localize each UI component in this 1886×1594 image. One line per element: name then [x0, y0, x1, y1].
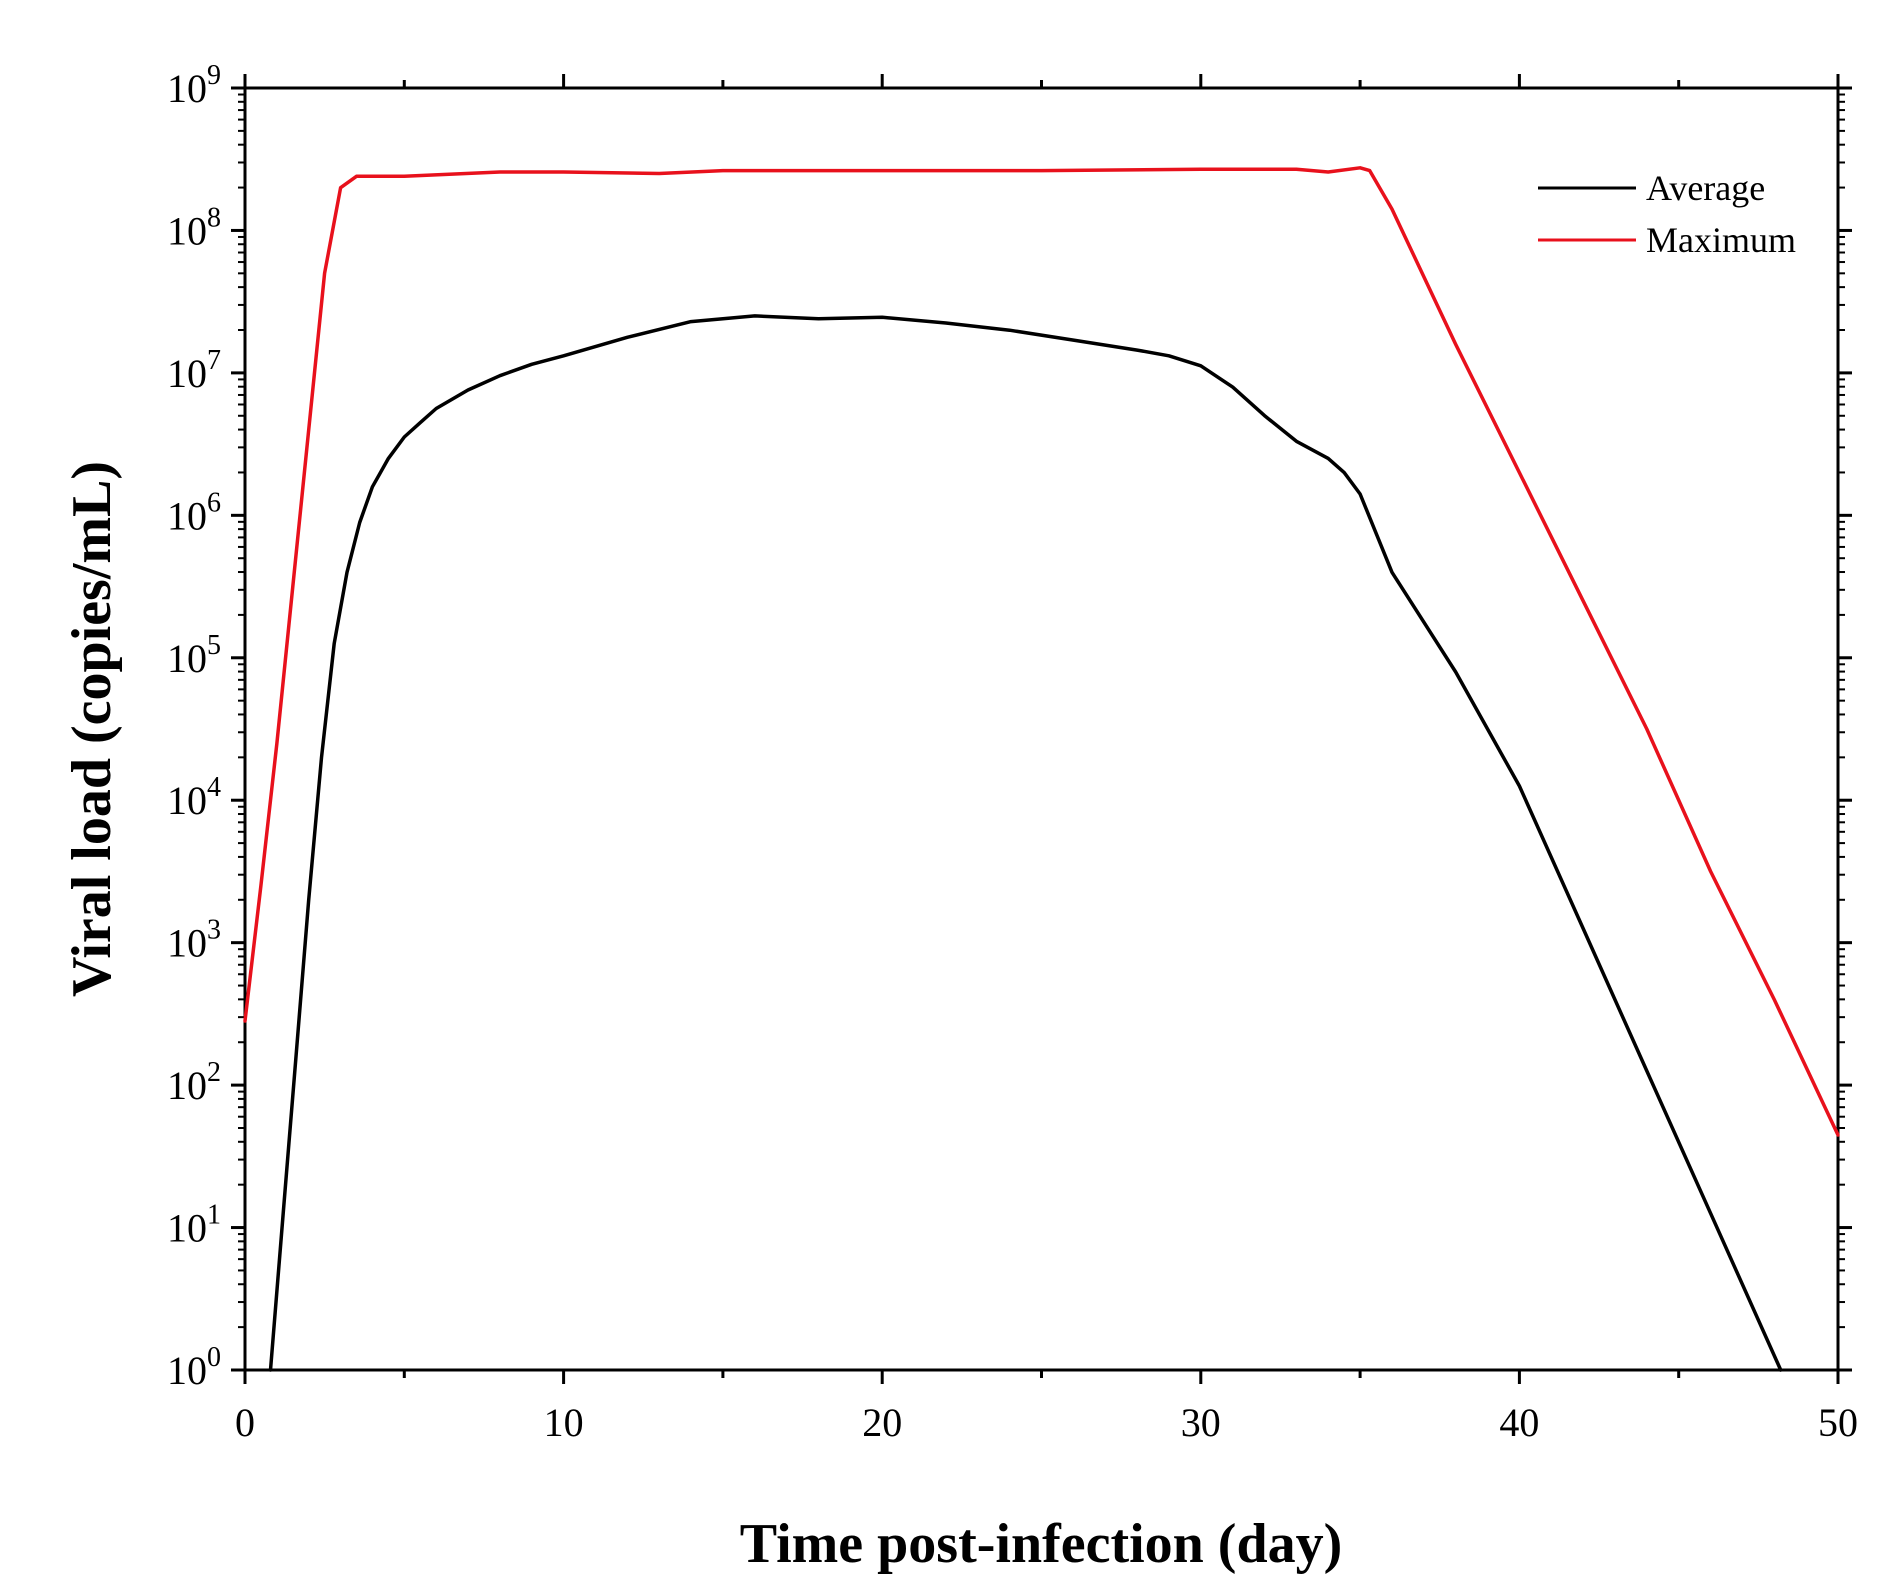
y-tick-base: 10: [167, 66, 207, 111]
y-tick-exponent: 9: [207, 60, 221, 91]
series-layer: [243, 166, 1840, 1372]
y-tick-exponent: 5: [207, 630, 221, 661]
y-tick-base: 10: [167, 1206, 207, 1251]
minor-ticks: [238, 80, 1845, 1378]
y-tick-base: 10: [167, 493, 207, 538]
x-tick-label: 50: [1818, 1400, 1858, 1445]
series-line-maximum: [243, 166, 1840, 1137]
y-tick-label: 101: [167, 1200, 221, 1251]
y-tick-label: 102: [167, 1057, 221, 1108]
x-tick-label: 30: [1181, 1400, 1221, 1445]
x-tick-label: 20: [862, 1400, 902, 1445]
x-tick-label: 10: [544, 1400, 584, 1445]
legend-label-average: Average: [1646, 168, 1765, 208]
legend-label-maximum: Maximum: [1646, 220, 1796, 260]
y-tick-exponent: 4: [207, 772, 221, 803]
x-tick-label: 0: [235, 1400, 255, 1445]
y-tick-label: 107: [167, 345, 221, 396]
y-tick-exponent: 7: [207, 345, 221, 376]
y-tick-label: 100: [167, 1342, 221, 1393]
plot-frame: [243, 86, 1840, 1372]
y-axis-title: Viral load (copies/mL): [61, 461, 123, 997]
y-tick-exponent: 0: [207, 1342, 221, 1373]
y-tick-label: 104: [167, 772, 221, 823]
y-tick-label: 106: [167, 487, 221, 538]
y-tick-base: 10: [167, 921, 207, 966]
y-tick-exponent: 1: [207, 1200, 221, 1231]
y-tick-base: 10: [167, 1348, 207, 1393]
y-tick-exponent: 2: [207, 1057, 221, 1088]
y-tick-label: 103: [167, 915, 221, 966]
x-tick-labels: 0 10 20 30 40 50: [235, 1400, 1858, 1445]
y-tick-label: 109: [167, 60, 221, 111]
major-ticks: [231, 74, 1852, 1384]
y-tick-label: 105: [167, 630, 221, 681]
x-axis-title: Time post-infection (day): [740, 1513, 1343, 1575]
y-tick-base: 10: [167, 1063, 207, 1108]
y-tick-exponent: 3: [207, 915, 221, 946]
y-tick-label: 108: [167, 202, 221, 253]
y-tick-base: 10: [167, 636, 207, 681]
y-tick-base: 10: [167, 208, 207, 253]
legend: Average Maximum: [1538, 168, 1796, 260]
y-tick-exponent: 6: [207, 487, 221, 518]
y-tick-base: 10: [167, 351, 207, 396]
y-tick-exponent: 8: [207, 202, 221, 233]
series-line-average: [268, 314, 1783, 1372]
y-tick-base: 10: [167, 778, 207, 823]
x-tick-label: 40: [1499, 1400, 1539, 1445]
